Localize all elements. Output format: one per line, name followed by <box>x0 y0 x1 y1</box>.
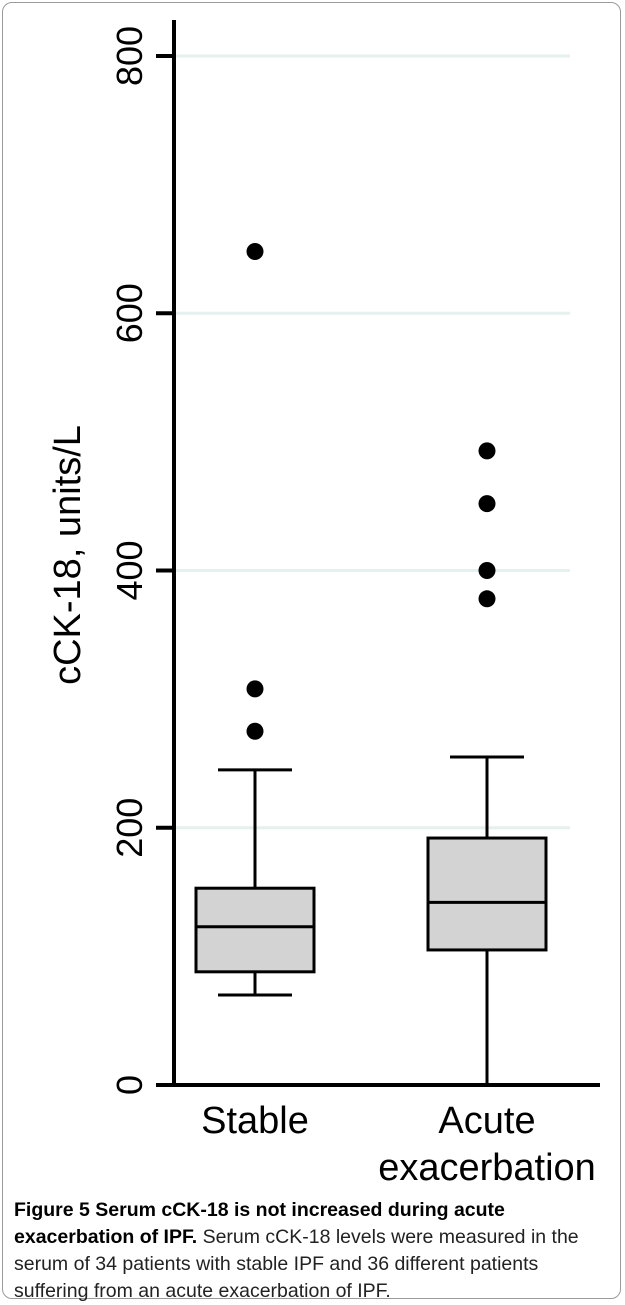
boxes <box>194 243 548 1085</box>
x-tick-label: Stable <box>201 1100 309 1142</box>
y-axis-title: cCK-18, units/L <box>47 425 89 685</box>
y-tick-label: 0 <box>109 1075 150 1095</box>
outlier-point <box>478 495 496 513</box>
y-axis-ticks: 0 200 400 600 800 <box>109 26 174 1095</box>
grid-lines <box>174 54 570 830</box>
x-tick-label: Acute <box>438 1100 535 1142</box>
outlier-point <box>478 442 496 460</box>
y-tick-label: 200 <box>109 798 150 858</box>
figure-caption: Figure 5 Serum cCK-18 is not increased d… <box>14 1197 612 1305</box>
category-labels: Stable Acute exacerbation <box>201 1100 596 1189</box>
y-tick-label: 800 <box>109 26 150 86</box>
outlier-point <box>246 722 264 740</box>
iqr-box <box>426 836 548 952</box>
outlier-point <box>478 562 496 579</box>
outlier-point <box>478 590 496 608</box>
outlier-point <box>246 680 264 698</box>
iqr-box <box>194 886 316 974</box>
caption-label: Figure 5 Serum cCK-18 is not increased d… <box>14 1199 505 1248</box>
caption-text: Serum cCK-18 levels were measured in the… <box>14 1226 579 1302</box>
y-tick-label: 400 <box>109 540 150 600</box>
outlier-point <box>246 243 264 261</box>
x-tick-label: exacerbation <box>378 1147 596 1189</box>
box-plot: 0 200 400 600 800 Stable Acute exacerbation cC… <box>47 20 600 1189</box>
y-tick-label: 600 <box>109 283 150 343</box>
